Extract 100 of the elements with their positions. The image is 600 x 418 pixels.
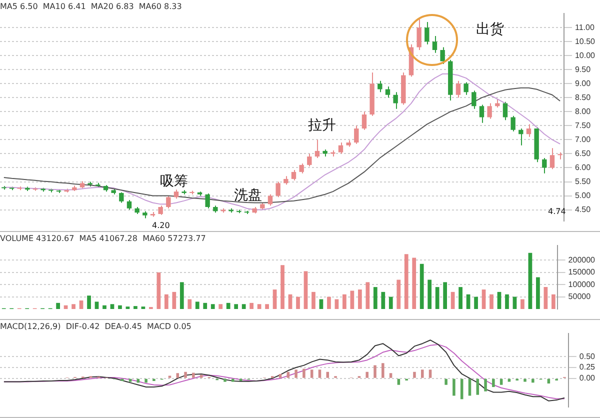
bar <box>490 294 494 309</box>
bar <box>396 280 401 309</box>
candlestick <box>432 36 438 54</box>
bar <box>544 287 548 309</box>
bar <box>224 378 226 382</box>
bar <box>388 296 393 309</box>
bar <box>428 370 432 378</box>
candlestick <box>268 194 273 206</box>
bar <box>234 304 238 309</box>
bar <box>482 289 486 309</box>
bar <box>342 294 346 309</box>
bar <box>56 302 60 309</box>
bar <box>536 277 540 309</box>
bar <box>288 294 292 309</box>
bar <box>257 304 262 309</box>
y-tick-label: 7.50 <box>574 120 592 130</box>
bar <box>192 372 195 378</box>
bar <box>389 373 392 378</box>
bar <box>312 292 316 309</box>
candlestick <box>354 125 359 144</box>
bar <box>195 302 200 309</box>
bar <box>428 280 432 309</box>
bar <box>458 287 462 309</box>
bar <box>310 370 314 378</box>
candlestick <box>307 153 312 167</box>
bar <box>286 372 290 378</box>
bar <box>94 302 99 309</box>
bar <box>272 289 277 309</box>
candlestick <box>464 82 468 96</box>
bar <box>156 272 161 309</box>
bar <box>203 302 208 309</box>
bar <box>176 373 180 378</box>
candlestick <box>314 139 320 158</box>
candlestick <box>166 195 171 209</box>
bar <box>413 372 416 378</box>
bar <box>508 378 511 382</box>
candlestick <box>205 193 210 209</box>
bar <box>381 292 386 309</box>
bar <box>318 370 322 378</box>
y-tick-label: 100000 <box>568 280 596 289</box>
candlestick <box>158 205 163 216</box>
bar <box>420 264 424 309</box>
bar <box>326 372 330 378</box>
y-tick-label: 11.00 <box>574 22 595 32</box>
y-tick-label: 8.00 <box>574 106 592 116</box>
chart-title: VOLUME 43120.67 MA5 41067.28 MA60 57273.77 <box>0 234 206 243</box>
bar <box>144 378 148 383</box>
y-tick-label: 7.00 <box>574 134 592 144</box>
candlestick <box>526 124 532 138</box>
y-tick-label: 6.50 <box>574 148 592 158</box>
bar <box>296 296 300 309</box>
candlestick <box>542 157 547 174</box>
candlestick <box>276 181 280 198</box>
bar <box>443 282 448 309</box>
bar <box>232 378 234 382</box>
bar <box>242 304 246 309</box>
candlestick <box>119 192 124 204</box>
y-tick-label: 10.00 <box>574 50 596 60</box>
annotation: 吸筹 <box>160 174 188 190</box>
bar <box>358 289 362 309</box>
bar <box>164 294 168 309</box>
bar <box>180 282 184 309</box>
bar <box>397 378 400 385</box>
candlestick <box>299 163 304 174</box>
y-tick-label: 6.00 <box>574 162 592 172</box>
bar <box>476 378 480 395</box>
y-tick-label: 200000 <box>568 255 596 264</box>
candlestick <box>440 46 445 65</box>
candlestick <box>424 22 430 45</box>
bar <box>265 304 269 309</box>
bar <box>492 378 495 388</box>
bar <box>444 378 448 385</box>
bar <box>184 372 187 378</box>
y-tick-label: 5.00 <box>574 190 592 200</box>
bar <box>412 258 416 309</box>
bar <box>373 287 378 309</box>
bar <box>474 296 478 309</box>
bar <box>128 378 132 382</box>
bar <box>524 378 526 382</box>
candlestick <box>338 142 344 154</box>
bar <box>278 374 282 378</box>
bar <box>210 304 215 309</box>
bar <box>118 305 122 309</box>
candlestick <box>518 128 524 146</box>
bar <box>319 299 324 309</box>
y-tick-label: 0.00 <box>579 374 596 383</box>
bar <box>188 299 192 309</box>
bar <box>334 299 339 309</box>
bar <box>87 296 91 309</box>
text: 4.20 <box>152 221 170 230</box>
candlestick <box>550 148 555 170</box>
y-tick-label: 5.50 <box>574 176 592 186</box>
bar <box>532 378 534 383</box>
y-tick-label: 4.50 <box>574 204 592 214</box>
bar <box>294 370 298 378</box>
bar <box>250 302 254 309</box>
y-tick-label: 50000 <box>568 292 592 302</box>
bar <box>327 296 331 309</box>
candlestick <box>487 102 492 120</box>
bar <box>374 365 376 378</box>
